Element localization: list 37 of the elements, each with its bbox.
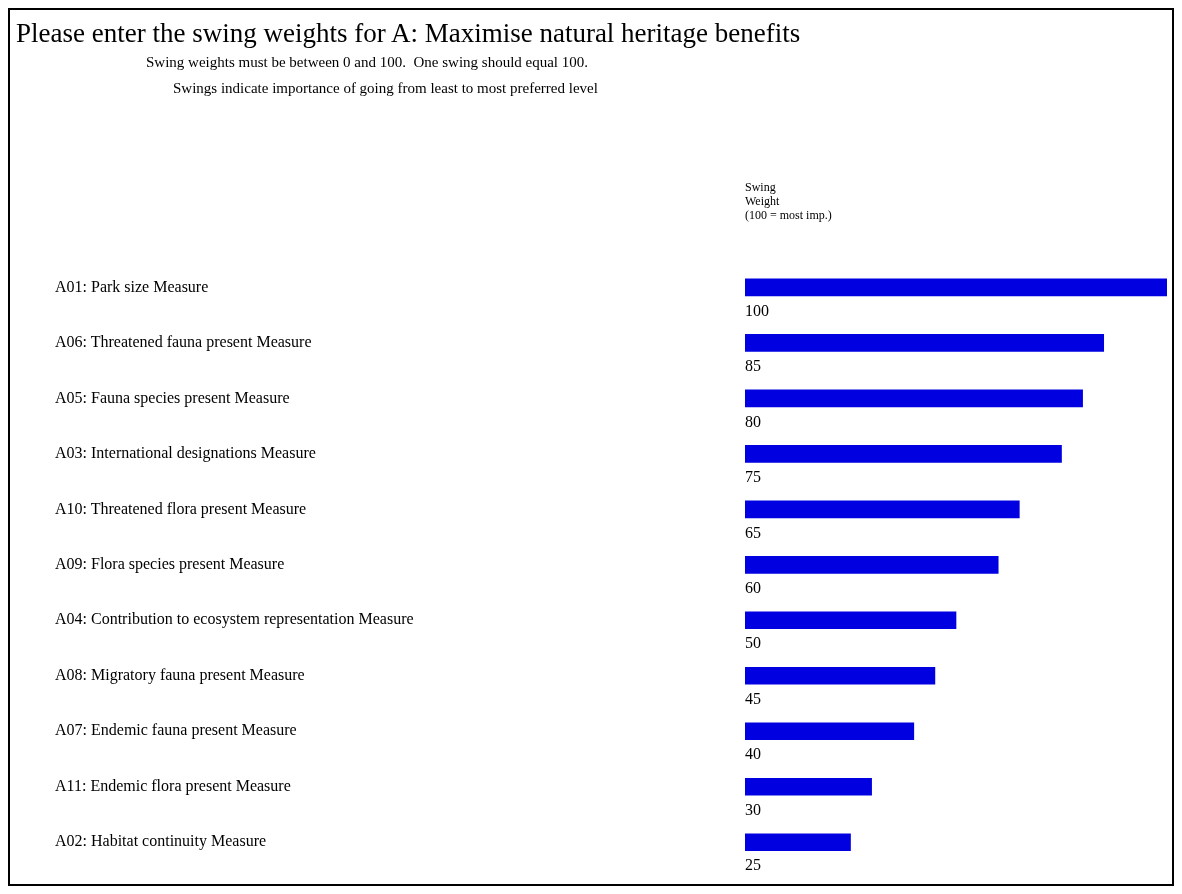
bar <box>745 777 872 796</box>
data-label: 85 <box>745 357 761 375</box>
bar <box>745 833 851 852</box>
y-tick-label: A08: Migratory fauna present Measure <box>55 665 305 684</box>
text: Swing weights must be between 0 and 100. One swing should equal 100. <box>146 54 589 71</box>
y-tick-label: A09: Flora species present Measure <box>55 555 285 573</box>
data-label: 75 <box>745 468 761 486</box>
y-tick-label: A11: Endemic flora present Measure <box>55 776 291 795</box>
y-tick-label: A05: Fauna species present Measure <box>55 388 290 407</box>
bar <box>745 500 1020 519</box>
bar <box>745 666 936 685</box>
bar <box>745 611 957 630</box>
text: Swings indicate importance of going from least to most preferred level <box>173 80 598 97</box>
data-label: 100 <box>745 301 769 319</box>
data-label: 40 <box>745 745 761 763</box>
y-tick-label: A02: Habitat continuity Measure <box>55 832 267 851</box>
data-label: 60 <box>745 579 761 596</box>
text: Please enter the swing weights for A: Maximise natural heritage benefits <box>16 18 801 49</box>
y-tick-label: A07: Endemic fauna present Measure <box>55 721 297 740</box>
y-tick-label: A03: International designations Measure <box>55 444 316 463</box>
bar <box>745 389 1083 408</box>
y-tick-label: A04: Contribution to ecosystem representation Measure <box>55 610 414 629</box>
y-tick-label: A01: Park size Measure <box>55 277 209 295</box>
bar <box>745 722 915 741</box>
data-label: 50 <box>745 634 761 652</box>
data-label: 80 <box>745 412 761 430</box>
bar <box>745 278 1167 297</box>
y-tick-label: A06: Threatened fauna present Measure <box>55 333 312 352</box>
data-label: 25 <box>745 856 761 874</box>
y-tick-label: A10: Threatened flora present Measure <box>55 499 307 518</box>
x-axis-title: Swing Weight (100 = most imp.) <box>745 180 832 222</box>
bar <box>745 555 999 574</box>
bar <box>745 334 1105 352</box>
bar <box>745 444 1062 463</box>
data-label: 45 <box>745 689 761 707</box>
data-label: 65 <box>745 523 761 541</box>
data-label: 30 <box>745 800 761 818</box>
